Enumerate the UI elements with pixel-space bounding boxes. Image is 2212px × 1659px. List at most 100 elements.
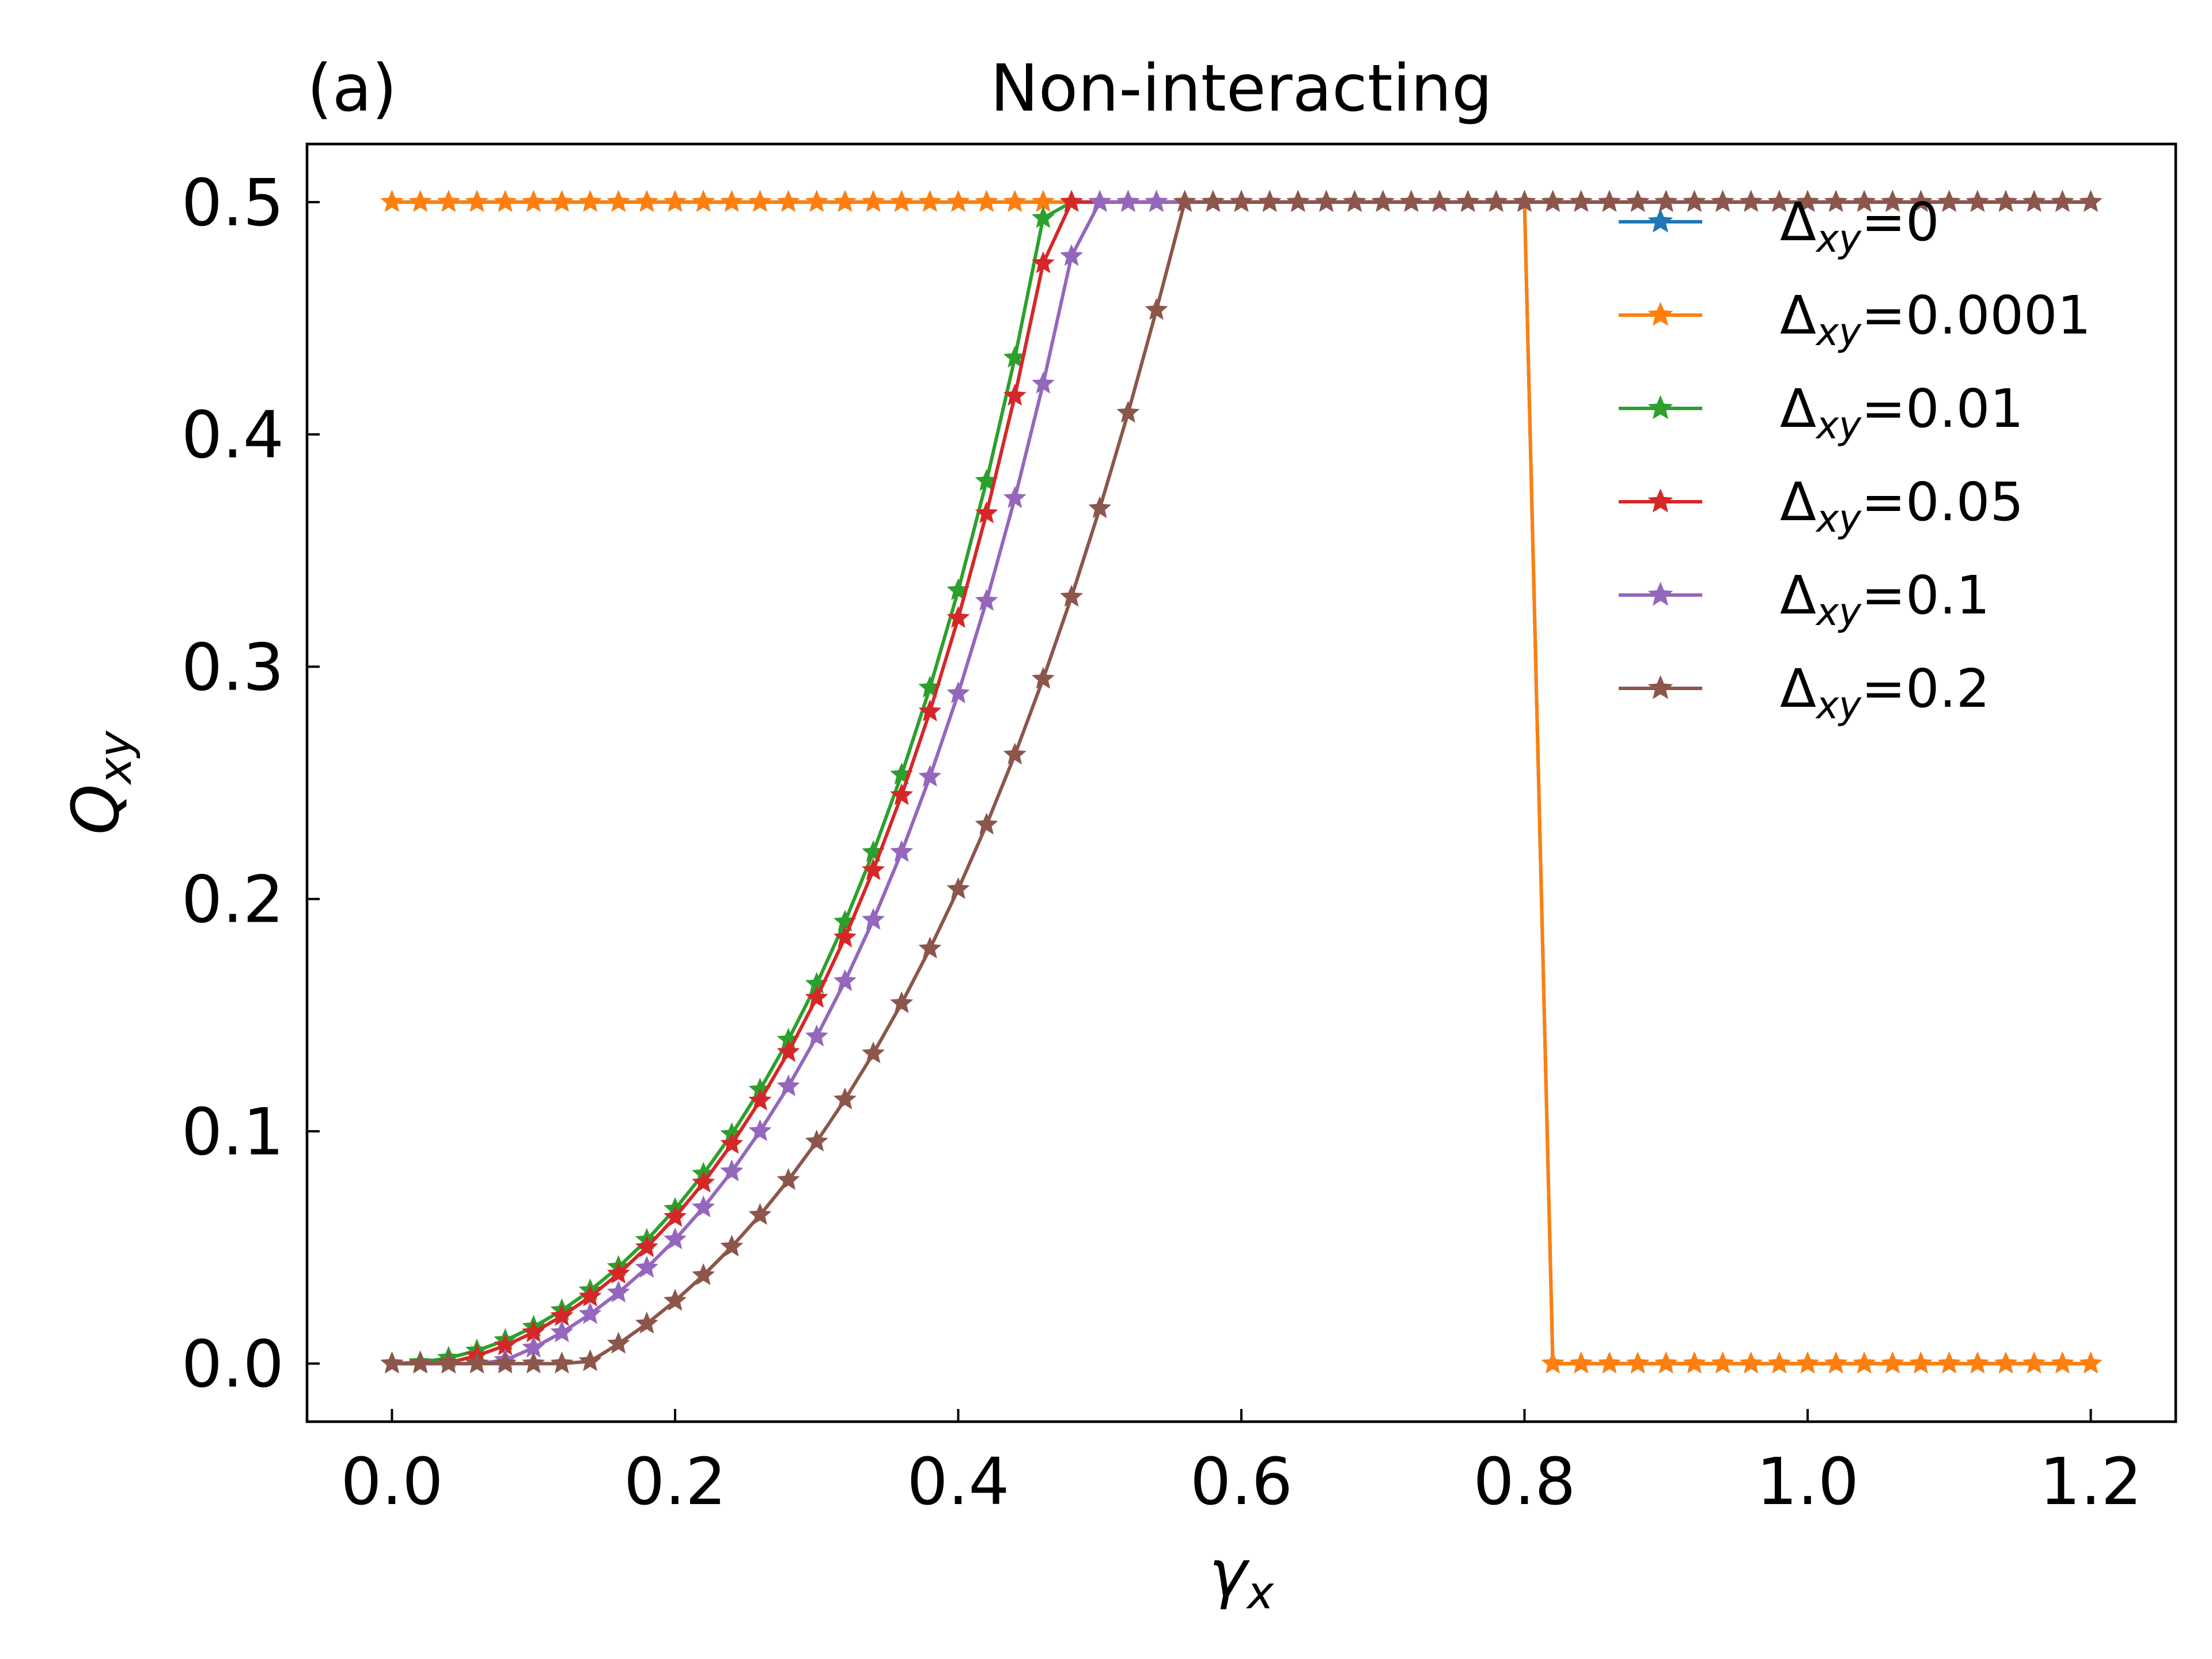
data-point (550, 1351, 574, 1374)
legend-marker (1647, 209, 1673, 233)
data-point (1767, 190, 1791, 212)
x-tick-label: 0.6 (1190, 1445, 1293, 1520)
legend-entry-1: Δxy=0.0001 (1619, 285, 2091, 354)
data-point (1201, 190, 1225, 212)
data-point (1456, 190, 1480, 212)
data-point (918, 699, 942, 722)
data-point (1088, 496, 1112, 518)
data-point (805, 1024, 828, 1047)
data-point (1654, 1351, 1678, 1374)
data-point (777, 1074, 800, 1096)
data-point (975, 501, 998, 524)
data-point (1032, 190, 1055, 212)
data-point (607, 190, 630, 212)
data-point (1145, 298, 1168, 320)
data-point (1739, 190, 1763, 212)
y-tick-label: 0.5 (181, 166, 284, 241)
data-point (1966, 1351, 1989, 1374)
data-point (1541, 1351, 1565, 1374)
legend-entry-5: Δxy=0.2 (1619, 658, 1990, 728)
data-point (833, 1087, 857, 1109)
data-point (1569, 190, 1593, 212)
data-point (946, 606, 970, 628)
data-point (1767, 1351, 1791, 1374)
data-point (2022, 190, 2046, 212)
data-point (607, 1331, 630, 1354)
data-point (578, 1285, 602, 1306)
data-point (862, 190, 885, 212)
data-point (1711, 190, 1734, 212)
x-tick-label: 0.2 (624, 1445, 726, 1520)
data-point (1541, 190, 1565, 212)
data-point (833, 190, 857, 212)
data-point (946, 190, 970, 212)
data-point (692, 1171, 715, 1193)
y-tick-label: 0.0 (181, 1327, 284, 1402)
data-point (1513, 190, 1536, 212)
data-point (1937, 1351, 1961, 1374)
data-point (522, 190, 546, 212)
data-point (1994, 1351, 2018, 1374)
data-point (1711, 1351, 1734, 1374)
panel-label: (a) (307, 51, 397, 126)
y-tick-label: 0.2 (181, 863, 284, 938)
data-point (1032, 372, 1055, 394)
data-point (1399, 190, 1423, 212)
data-point (550, 1320, 574, 1343)
data-point (494, 1351, 517, 1374)
data-point (720, 1132, 744, 1154)
data-point (805, 190, 828, 212)
legend-label: Δxy=0.01 (1780, 378, 2024, 448)
data-point (1853, 190, 1876, 212)
data-point (1032, 251, 1055, 274)
data-point (692, 1195, 715, 1218)
data-point (805, 1130, 828, 1152)
series-5 (380, 190, 2103, 1374)
legend-marker (1647, 302, 1673, 326)
data-point (777, 1040, 800, 1062)
data-point (1003, 743, 1027, 765)
data-point (1116, 190, 1140, 212)
data-point (1626, 1351, 1650, 1374)
data-point (1003, 190, 1027, 212)
data-point (494, 1333, 517, 1355)
data-point (748, 1088, 772, 1111)
data-point (975, 589, 998, 611)
x-tick-label: 0.4 (907, 1445, 1009, 1520)
y-tick-label: 0.4 (181, 398, 284, 473)
data-point (1032, 206, 1055, 228)
data-point (918, 936, 942, 959)
y-tick-label: 0.3 (181, 630, 284, 705)
data-point (975, 812, 998, 835)
data-point (777, 190, 800, 212)
x-tick-label: 0.0 (340, 1445, 443, 1520)
x-tick-label: 1.0 (1756, 1445, 1859, 1520)
data-point (1853, 1351, 1876, 1374)
data-point (607, 1262, 630, 1284)
data-point (1060, 190, 1084, 212)
data-point (1145, 190, 1168, 212)
data-point (1598, 190, 1621, 212)
data-point (465, 190, 488, 212)
legend-marker (1647, 488, 1673, 513)
data-point (1173, 190, 1196, 212)
data-point (1937, 190, 1961, 212)
data-point (550, 190, 574, 212)
legend-marker (1647, 395, 1673, 419)
data-point (408, 1351, 432, 1374)
data-point (748, 190, 772, 212)
legend-entry-0: Δxy=0 (1619, 191, 1940, 261)
data-point (1881, 1351, 1904, 1374)
data-point (1598, 1351, 1621, 1374)
data-point (1796, 190, 1819, 212)
data-point (1569, 1351, 1593, 1374)
data-point (2079, 190, 2103, 212)
data-point (664, 1227, 687, 1249)
y-axis-label: Qxy (59, 730, 142, 835)
data-point (720, 1159, 744, 1181)
data-point (1286, 190, 1310, 212)
data-point (692, 1263, 715, 1285)
data-point (946, 681, 970, 703)
